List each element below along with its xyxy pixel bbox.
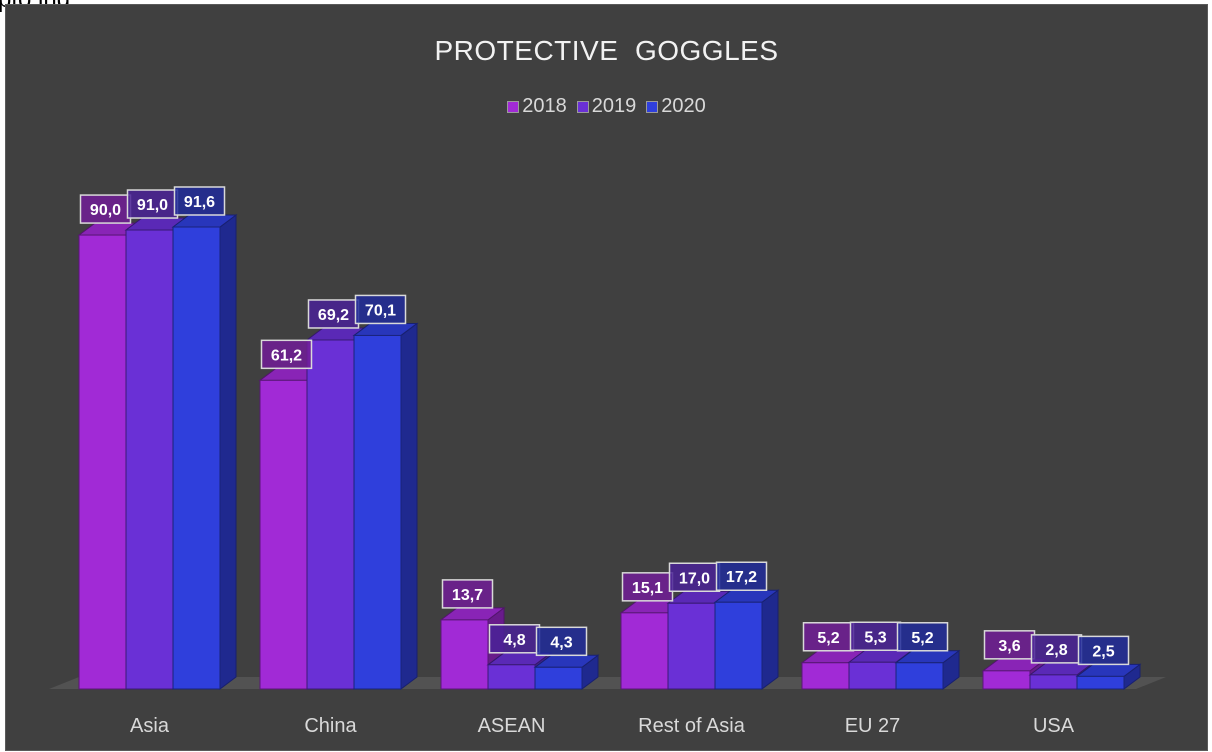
bar-rest-of-asia-2020 — [713, 589, 780, 690]
category-label: China — [304, 715, 357, 737]
bar-front — [306, 339, 355, 690]
data-label: 15,1 — [632, 580, 663, 597]
data-label-box — [126, 189, 179, 219]
data-label: 3,6 — [998, 638, 1020, 655]
bar-front — [667, 602, 716, 690]
data-label: 5,3 — [864, 629, 886, 646]
legend-label: 2020 — [661, 95, 706, 117]
bar-front — [259, 379, 308, 690]
data-label: 5,2 — [817, 630, 839, 647]
bar-front — [353, 334, 402, 690]
data-label-box — [715, 561, 768, 591]
data-label: 69,2 — [318, 307, 349, 324]
bar-front — [714, 601, 763, 690]
category-label: Rest of Asia — [638, 715, 746, 737]
data-label: 91,0 — [137, 197, 168, 214]
data-label-box — [260, 339, 313, 370]
data-label-box — [802, 622, 855, 652]
data-label-box — [849, 621, 902, 652]
bar-front — [172, 226, 221, 690]
data-label: 17,0 — [679, 570, 710, 587]
bar-china-2020 — [352, 322, 419, 690]
bar-front — [848, 661, 897, 690]
data-label: 13,7 — [452, 587, 483, 604]
data-label: 5,2 — [911, 630, 933, 647]
bar-front — [440, 619, 489, 690]
bar-front — [78, 234, 127, 690]
legend-item-2020: 2020 — [646, 95, 706, 118]
legend-label: 2019 — [591, 95, 637, 117]
legend-item-2019: 2019 — [576, 95, 637, 118]
category-label: Asia — [130, 715, 170, 737]
bar-asia-2020 — [171, 214, 238, 690]
data-label-box — [441, 579, 494, 609]
data-label: 90,0 — [90, 202, 121, 219]
legend-swatch — [646, 100, 659, 113]
bar-usa-2020 — [1075, 663, 1142, 690]
data-label-box — [1077, 635, 1130, 666]
data-label: 4,3 — [550, 634, 572, 651]
legend-label: 2018 — [522, 95, 567, 117]
bar-side — [761, 589, 779, 690]
bar-front — [125, 229, 174, 690]
legend-swatch — [576, 100, 589, 113]
data-label-box — [896, 622, 949, 652]
data-label-box — [668, 562, 721, 593]
data-label: 4,8 — [503, 632, 525, 649]
data-label: 61,2 — [271, 347, 302, 364]
category-label: USA — [1033, 715, 1075, 737]
data-label: 2,5 — [1092, 643, 1114, 660]
data-label: 91,6 — [184, 194, 215, 211]
data-label: 2,8 — [1045, 642, 1067, 659]
bar-front — [487, 664, 536, 690]
data-label-box — [1030, 634, 1083, 664]
data-label-box — [535, 626, 588, 657]
data-label: 70,1 — [365, 302, 396, 319]
legend: 2018 2019 2020 — [6, 95, 1207, 118]
bar-front — [1076, 675, 1125, 690]
bar-front — [1029, 674, 1078, 690]
category-label: EU 27 — [845, 715, 901, 737]
data-label-box — [354, 294, 407, 325]
bar-front — [895, 662, 944, 690]
data-label: 17,2 — [726, 569, 757, 586]
bar-front — [801, 662, 850, 690]
bar-asean-2020 — [533, 654, 600, 690]
category-label: ASEAN — [478, 715, 546, 737]
legend-swatch — [507, 100, 520, 113]
chart-title: PROTECTIVE GOGGLES — [434, 35, 779, 66]
bar-front — [620, 612, 669, 690]
bar-front — [982, 670, 1031, 690]
data-label-box — [173, 186, 226, 216]
bar-eu-27-2020 — [894, 649, 961, 690]
legend-item-2018: 2018 — [507, 95, 567, 118]
bar-side — [400, 322, 418, 690]
data-label-box — [621, 572, 674, 602]
chart-plot: 90,0 91,0 91,6 61,2 69,2 70,1 13,7 4,8 4,3 15,1 17… — [49, 186, 1166, 737]
data-label-box — [983, 630, 1036, 660]
bar-side — [219, 214, 237, 690]
chart-panel: 90,0 91,0 91,6 61,2 69,2 70,1 13,7 4,8 4,3 15,1 17… — [5, 4, 1208, 751]
bar-front — [534, 666, 583, 690]
